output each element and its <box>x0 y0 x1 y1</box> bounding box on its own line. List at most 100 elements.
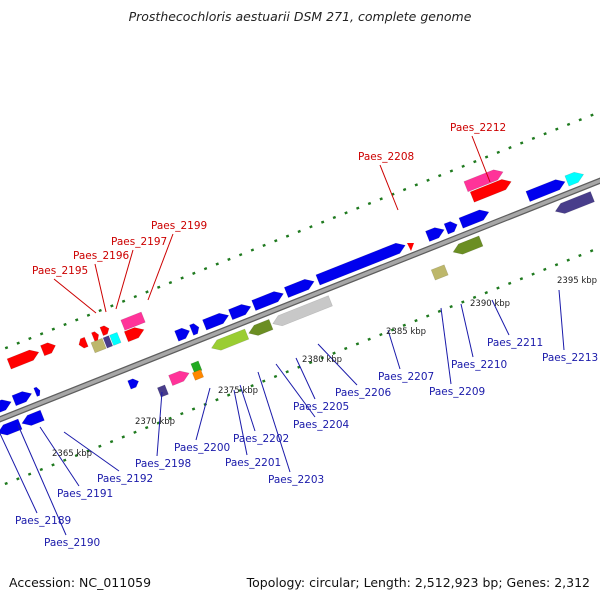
tick-mark <box>449 305 453 309</box>
tick-mark <box>519 141 524 145</box>
gene-silver <box>272 295 333 327</box>
leader-line <box>53 278 97 314</box>
gene-label: Paes_2195 <box>32 265 88 277</box>
gene-magenta <box>463 169 504 193</box>
gene-label: Paes_2204 <box>293 419 350 431</box>
tick-mark <box>425 314 430 318</box>
leader-line <box>147 233 174 301</box>
tick-mark <box>192 271 196 275</box>
leader-line <box>317 343 358 386</box>
tick-mark <box>472 295 477 299</box>
leader-line <box>491 299 510 336</box>
tick-mark <box>28 336 32 341</box>
leader-line <box>39 426 80 487</box>
gene-olive <box>248 318 274 336</box>
gene-label: Paes_2191 <box>57 488 113 500</box>
tick-mark <box>496 150 501 154</box>
tick-mark <box>274 239 278 243</box>
genome-title: Prosthecochloris aestuarii DSM 271, comp… <box>128 9 472 24</box>
tick-mark <box>133 294 138 299</box>
tick-mark <box>4 346 9 350</box>
gene-orange <box>191 369 205 381</box>
gene-label: Paes_2203 <box>268 474 324 486</box>
gene-blue <box>251 291 284 312</box>
gene-label: Paes_2201 <box>225 457 281 469</box>
gene-label: Paes_2189 <box>15 515 71 527</box>
tick-mark <box>589 249 594 253</box>
tick-mark <box>121 435 126 439</box>
tick-mark <box>566 258 570 262</box>
tick-mark <box>156 285 161 289</box>
tick-mark <box>355 342 360 346</box>
tick-mark <box>320 356 325 360</box>
gene-slate <box>156 384 169 398</box>
gene-blue <box>174 327 191 342</box>
leader-line <box>156 391 163 457</box>
gene-khaki <box>430 264 449 281</box>
scale-label: 2395 kbp <box>557 276 597 286</box>
tick-mark <box>356 206 360 210</box>
tick-mark <box>379 332 383 337</box>
tick-mark <box>203 267 208 271</box>
tick-mark <box>543 267 547 272</box>
gene-blue <box>202 312 230 331</box>
tick-mark <box>309 225 313 229</box>
leader-line <box>63 431 120 472</box>
tick-mark <box>98 308 102 313</box>
gene-chartreuse <box>211 328 250 351</box>
genome-summary: Topology: circular; Length: 2,512,923 bp… <box>246 575 590 590</box>
tick-mark <box>414 183 419 187</box>
tick-mark <box>554 263 559 267</box>
tick-mark <box>379 197 383 201</box>
tick-mark <box>367 201 372 206</box>
gene-labels: Paes_2195 Paes_2196 Paes_2197 Paes_2199 Paes… <box>15 122 598 549</box>
gene-red <box>40 342 56 357</box>
gene-label: Paes_2192 <box>97 473 153 485</box>
leader-line <box>195 387 211 441</box>
gene-blue <box>0 399 12 416</box>
gene-cyan <box>564 171 585 187</box>
gene-label: Paes_2197 <box>111 236 167 248</box>
gene-features <box>0 169 595 436</box>
tick-mark <box>285 370 289 374</box>
leader-line <box>379 164 399 211</box>
tick-mark <box>461 300 465 304</box>
tick-mark <box>250 248 255 252</box>
tick-mark <box>402 323 407 327</box>
leader-line <box>558 289 565 351</box>
backbone-line <box>0 178 600 422</box>
tick-mark <box>62 458 67 462</box>
gene-label: Paes_2198 <box>135 458 191 470</box>
tick-mark <box>121 299 126 303</box>
gene-blue <box>525 179 566 203</box>
tick-mark <box>191 407 196 411</box>
gene-label: Paes_2213 <box>542 352 598 364</box>
leader-line <box>257 371 291 473</box>
tick-mark <box>180 412 184 416</box>
gene-label: Paes_2208 <box>358 151 414 163</box>
gene-slate <box>554 191 595 214</box>
tick-mark <box>367 337 371 341</box>
tick-mark <box>555 127 559 131</box>
gene-blue <box>228 304 252 321</box>
tick-mark <box>320 220 325 224</box>
gene-red <box>6 349 40 370</box>
tick-mark <box>519 277 524 281</box>
tick-mark <box>215 262 220 266</box>
scale-label: 2385 kbp <box>386 327 426 337</box>
tick-mark <box>273 374 278 379</box>
tick-mark <box>145 290 149 294</box>
tick-mark <box>578 118 582 122</box>
leader-line <box>17 424 67 536</box>
tick-mark <box>262 379 266 383</box>
tick-mark <box>285 234 290 238</box>
label-leader-lines <box>0 135 565 536</box>
gene-label: Paes_2200 <box>174 442 230 454</box>
tick-mark <box>133 430 137 434</box>
genome-backbone <box>0 177 600 423</box>
tick-mark <box>180 276 184 280</box>
tick-mark <box>262 243 266 248</box>
tick-mark <box>16 477 20 481</box>
tick-mark <box>51 327 56 331</box>
tick-mark <box>484 291 489 295</box>
